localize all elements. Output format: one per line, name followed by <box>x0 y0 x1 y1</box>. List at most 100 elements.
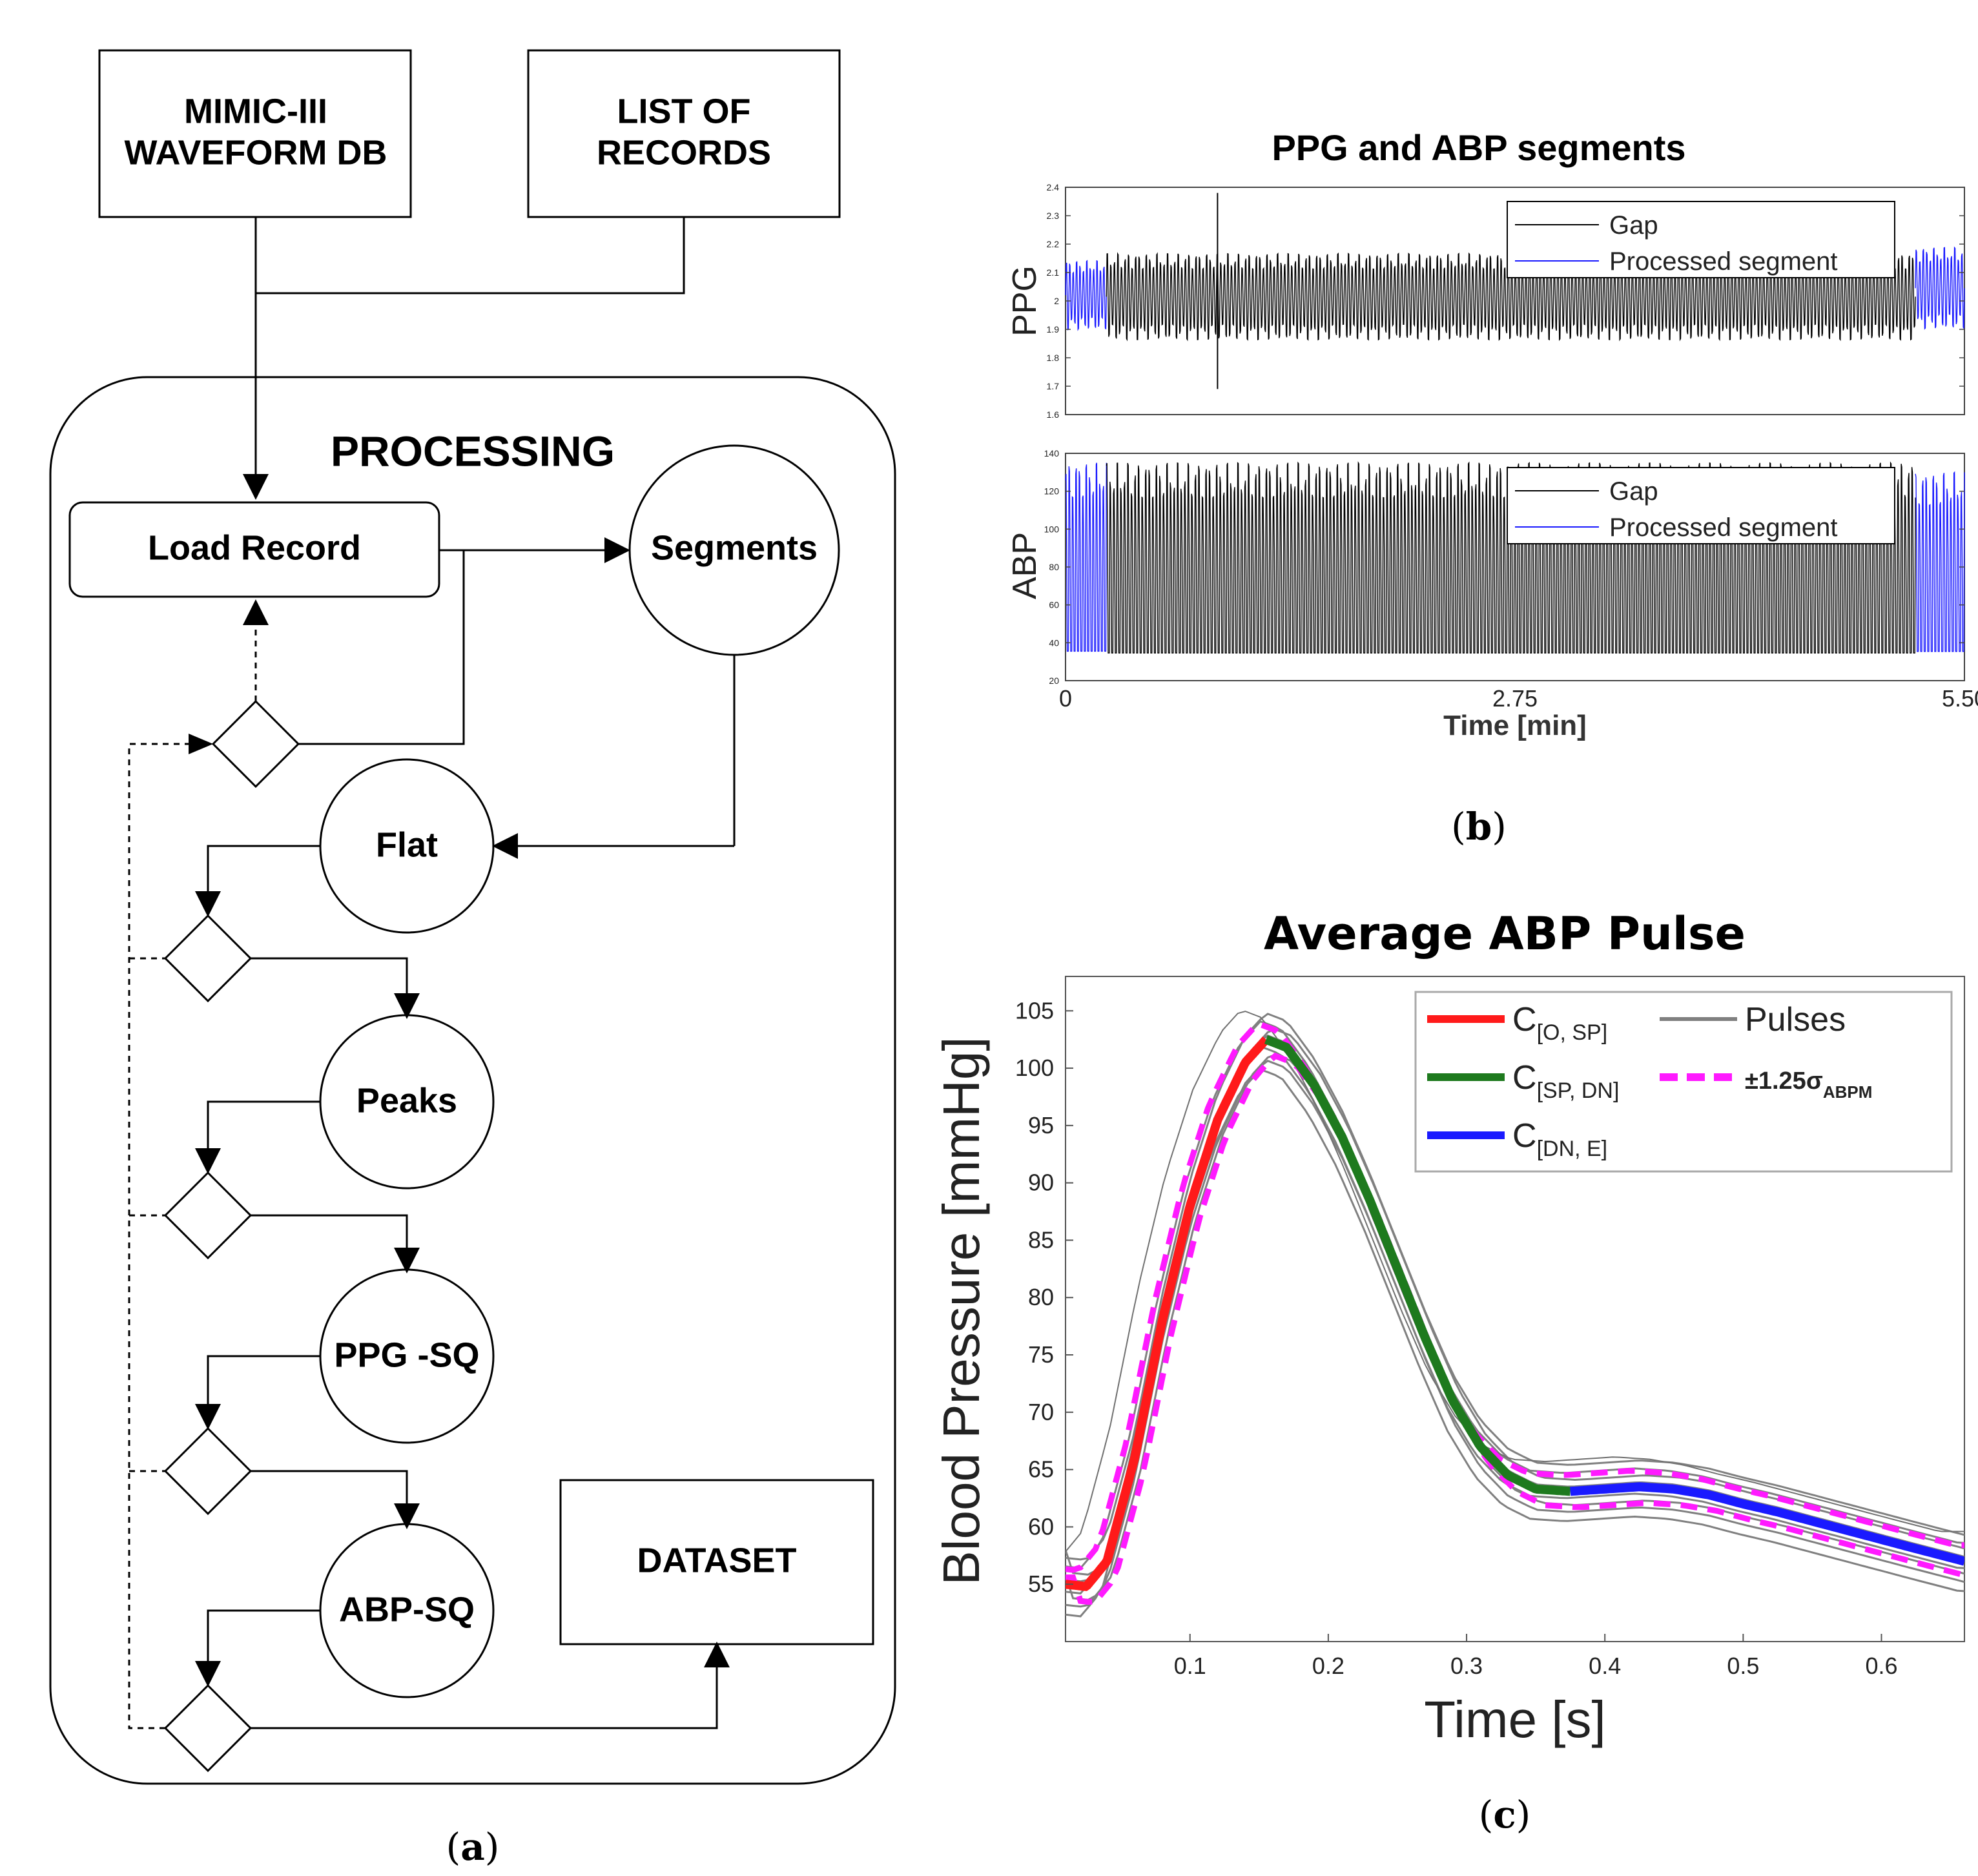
flowchart-labels: MIMIC-III WAVEFORM DB LIST OF RECORDS PR… <box>125 92 818 1629</box>
x-tick: 2.75 <box>1492 685 1538 712</box>
legend-processed: Processed segment <box>1609 247 1838 276</box>
mimic-label-line2: WAVEFORM DB <box>125 133 387 172</box>
processing-container <box>49 376 896 1785</box>
dotted-arrowhead <box>189 734 213 754</box>
legend-label: C[DN, E] <box>1512 1117 1607 1161</box>
abp-y-ticks: 20 40 60 80 100 120 140 <box>1044 448 1964 686</box>
y-tick-label: 60 <box>1049 600 1059 610</box>
ppg-legend: Gap Processed segment <box>1507 201 1895 278</box>
decision-diamond <box>163 914 252 1003</box>
connector <box>251 957 408 1007</box>
decision-diamond <box>163 1427 252 1516</box>
y-tick-label: 105 <box>1015 997 1054 1024</box>
y-tick-label: 80 <box>1049 562 1059 572</box>
mean-segment <box>1066 1036 1270 1591</box>
panel-b-x-ticks: 0 2.75 5.50 <box>1059 685 1978 712</box>
y-tick-label: 100 <box>1015 1055 1054 1081</box>
signal-processed <box>1915 471 1965 652</box>
y-tick-label: 55 <box>1028 1571 1054 1597</box>
segments-label: Segments <box>651 528 818 567</box>
y-tick-label: 140 <box>1044 448 1060 459</box>
connector <box>207 1355 320 1418</box>
caption-b: (b) <box>1451 805 1507 849</box>
abp-sq-label: ABP-SQ <box>339 1590 475 1629</box>
list-label-line2: RECORDS <box>597 133 771 172</box>
y-tick-label: 1.6 <box>1047 409 1060 420</box>
y-tick-label: 70 <box>1028 1399 1054 1425</box>
decision-diamond <box>163 1171 252 1260</box>
peaks-label: Peaks <box>356 1081 457 1120</box>
connector <box>251 1470 408 1518</box>
connector <box>207 845 320 908</box>
legend-gap: Gap <box>1609 477 1658 506</box>
ppg-ylabel: PPG <box>1006 265 1044 336</box>
x-tick-label: 0.5 <box>1727 1653 1759 1679</box>
connector <box>207 1609 320 1675</box>
y-tick-label: 2.1 <box>1047 267 1060 278</box>
y-tick-label: 1.7 <box>1047 381 1060 391</box>
connector <box>251 1648 718 1729</box>
y-tick-label: 80 <box>1028 1284 1054 1310</box>
legend-label: C[O, SP] <box>1512 1001 1607 1045</box>
caption-a: (a) <box>446 1825 500 1869</box>
pulse-curve <box>1066 1068 1964 1618</box>
x-tick-label: 0.2 <box>1312 1653 1344 1679</box>
y-tick-label: 2 <box>1054 296 1059 306</box>
mean-curve-segments <box>1066 1035 1964 1591</box>
ppg-sq-label: PPG -SQ <box>334 1335 479 1374</box>
legend-gap: Gap <box>1609 211 1658 240</box>
legend-processed: Processed segment <box>1609 513 1838 542</box>
y-tick-label: 2.4 <box>1047 182 1060 192</box>
dataset-box <box>559 1479 874 1645</box>
y-tick-label: 1.9 <box>1047 324 1060 335</box>
abp-ylabel: ABP <box>1006 532 1044 599</box>
panel-c-title: Average ABP Pulse <box>1264 907 1746 960</box>
panel-b-title: PPG and ABP segments <box>1272 127 1685 168</box>
decision-diamond <box>163 1684 252 1773</box>
pulse-curve <box>1066 1059 1964 1608</box>
panel-c-x-ticks: 0.1 0.2 0.3 0.4 0.5 0.6 <box>1174 1634 1898 1679</box>
pulse-curve <box>1066 1013 1964 1561</box>
y-tick-label: 90 <box>1028 1170 1054 1196</box>
connector <box>207 1100 320 1162</box>
x-tick-label: 0.1 <box>1174 1653 1206 1679</box>
ppg-abp-panel: PPG and ABP segments 1.6 1.7 1.8 1.9 2 2.1 2.2… <box>1006 127 1978 741</box>
signal-processed <box>1065 260 1107 331</box>
sigma-band-line <box>1066 1021 1964 1573</box>
mimic-label-line1: MIMIC-III <box>184 92 327 130</box>
panel-c-ylabel: Blood Pressure [mmHg] <box>932 1036 990 1585</box>
flowchart-panel <box>49 49 896 1785</box>
y-tick-label: 85 <box>1028 1226 1054 1253</box>
x-tick-label: 0.4 <box>1589 1653 1621 1679</box>
signal-gap <box>1106 252 1916 342</box>
abp-legend: Gap Processed segment <box>1507 467 1895 544</box>
y-tick-label: 1.8 <box>1047 353 1060 363</box>
signal-processed <box>1065 462 1107 652</box>
sigma-band-line <box>1066 1052 1964 1605</box>
pulse-curve <box>1066 1020 1964 1569</box>
panel-b-xlabel: Time [min] <box>1443 710 1587 741</box>
y-tick-label: 2.2 <box>1047 239 1060 249</box>
average-abp-panel: Average ABP Pulse 55 60 65 70 75 80 85 90 95 100 1… <box>932 907 1965 1748</box>
x-tick: 0 <box>1059 685 1072 712</box>
y-tick-label: 95 <box>1028 1112 1054 1139</box>
panel-c-xlabel: Time [s] <box>1424 1691 1605 1748</box>
panel-c-legend: C[O, SP] Pulses C[SP, DN] ±1.25σABPM C[DN, E… <box>1414 991 1953 1173</box>
y-tick-label: 65 <box>1028 1456 1054 1483</box>
y-tick-label: 20 <box>1049 675 1059 686</box>
x-tick: 5.50 <box>1942 685 1978 712</box>
dotted-feedback <box>128 743 208 1729</box>
ppg-signal <box>1065 192 1965 389</box>
load-record-label: Load Record <box>148 528 361 567</box>
x-tick-label: 0.3 <box>1450 1653 1483 1679</box>
x-tick-label: 0.6 <box>1865 1653 1897 1679</box>
legend-label: C[SP, DN] <box>1512 1059 1619 1103</box>
signal-processed <box>1915 246 1965 330</box>
list-label-line1: LIST OF <box>617 92 751 130</box>
ppg-y-ticks: 1.6 1.7 1.8 1.9 2 2.1 2.2 2.3 2.4 <box>1047 182 1964 420</box>
y-tick-label: 120 <box>1044 486 1060 497</box>
y-tick-label: 75 <box>1028 1341 1054 1368</box>
connector <box>298 550 465 745</box>
y-tick-label: 100 <box>1044 524 1060 534</box>
